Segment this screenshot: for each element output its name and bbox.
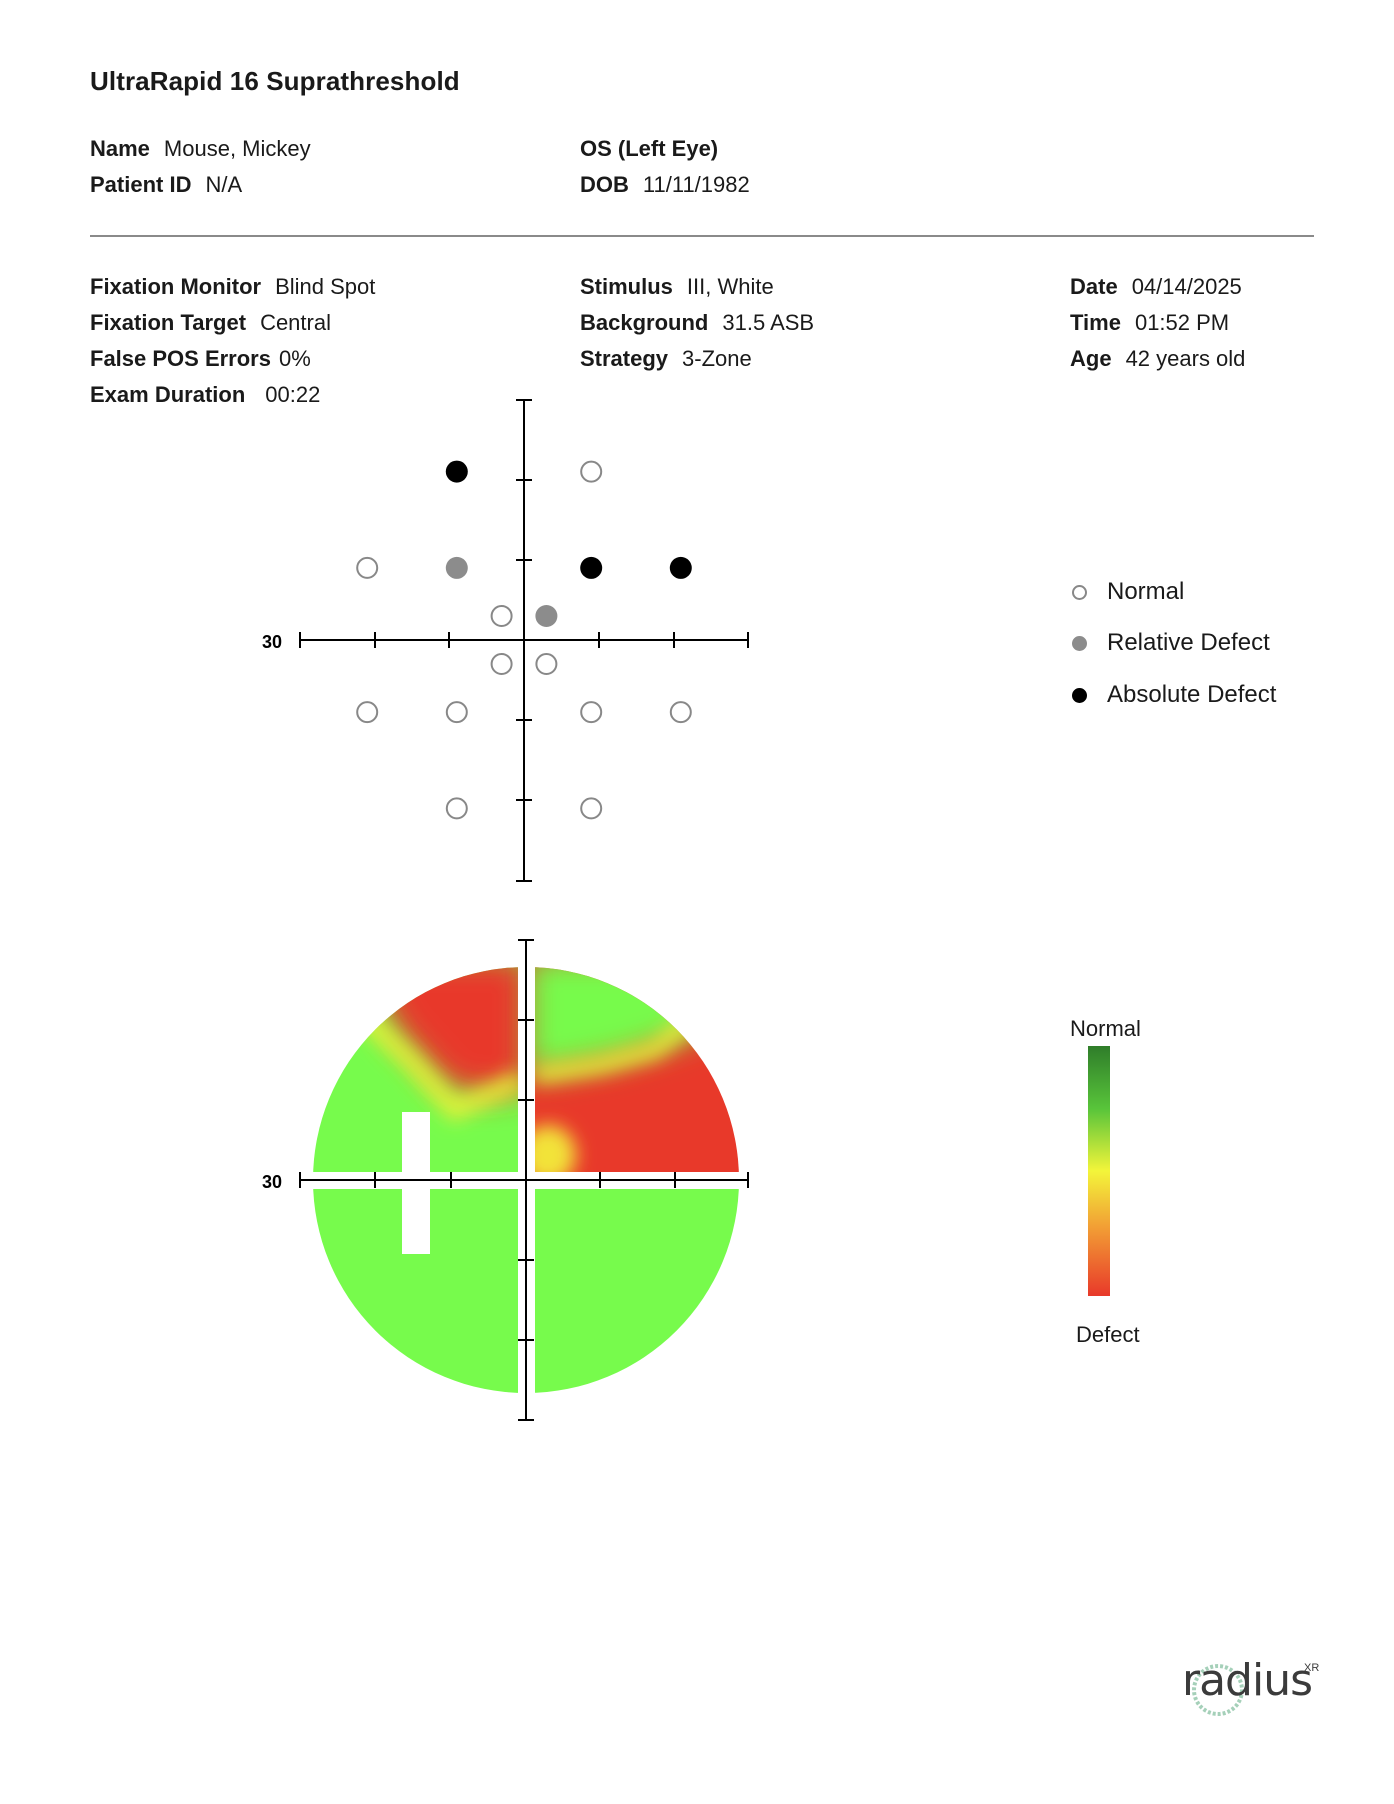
dot-point-normal [356,556,379,579]
fixation-target-field: Fixation Target Central [90,310,331,336]
dob-field: DOB 11/11/1982 [580,172,750,198]
legend-relative: Relative Defect [1072,629,1270,657]
dot-plot-axis-label: 30 [262,632,282,652]
eye-label: OS (Left Eye) [580,136,719,161]
date-value: 04/14/2025 [1131,274,1242,299]
stimulus-value: III, White [686,274,774,299]
dot-point-relative [535,605,558,627]
age-value: 42 years old [1125,346,1246,371]
patient-id-field: Patient ID N/A [90,172,242,198]
legend-relative-label: Relative Defect [1107,629,1270,656]
dot-point-normal [445,701,468,724]
heatmap [313,967,739,1393]
eye-field: OS (Left Eye) [580,136,718,162]
age-field: Age 42 years old [1070,346,1245,372]
patient-id-value: N/A [205,172,243,197]
legend-absolute-label: Absolute Defect [1107,681,1277,708]
dot-point-normal [356,701,379,724]
radius-logo-suffix: XR [1304,1662,1320,1674]
date-label: Date [1070,274,1118,299]
heatmap-axes [299,939,749,1421]
patient-id-label: Patient ID [90,172,192,197]
age-label: Age [1070,346,1112,371]
dot-plot-ticks [299,399,749,882]
dot-plot-points [356,460,692,820]
legend-normal-marker [1072,584,1087,600]
fixation-target-value: Central [260,310,331,335]
background-field: Background 31.5 ASB [580,310,814,336]
dot-point-normal [669,701,692,724]
strategy-field: Strategy 3-Zone [580,346,752,372]
patient-name-label: Name [90,136,150,161]
legend-absolute-marker [1072,687,1087,703]
background-value: 31.5 ASB [722,310,815,335]
strategy-value: 3-Zone [682,346,752,371]
heatmap-blind-spot [402,1112,430,1254]
patient-name-value: Mouse, Mickey [163,136,311,161]
dot-point-absolute [580,556,603,579]
false-pos-value: 0% [278,346,311,371]
dot-point-absolute [445,460,468,483]
background-label: Background [580,310,709,335]
dot-point-normal [580,460,603,483]
dot-point-normal [580,701,603,724]
dot-point-normal [445,797,468,820]
date-field: Date 04/14/2025 [1070,274,1242,300]
dob-value: 11/11/1982 [642,172,750,197]
strategy-label: Strategy [580,346,669,371]
fixation-monitor-label: Fixation Monitor [90,274,262,299]
scale-bottom-label: Defect [1076,1322,1140,1347]
dot-point-relative [445,556,468,579]
exam-duration-label: Exam Duration [90,382,246,407]
dot-point-normal [490,653,513,675]
exam-duration-value: 00:22 [265,382,321,407]
stimulus-field: Stimulus III, White [580,274,774,300]
legend-relative-marker [1072,635,1087,651]
fixation-target-label: Fixation Target [90,310,247,335]
color-scale-bar [1088,1046,1110,1296]
time-value: 01:52 PM [1134,310,1230,335]
dot-plot-axes [299,399,749,882]
legend-normal-label: Normal [1107,578,1185,605]
dob-label: DOB [580,172,629,197]
time-field: Time 01:52 PM [1070,310,1229,336]
time-label: Time [1070,310,1121,335]
heatmap-ticks [299,939,749,1421]
heatmap-quadrant-upper-right [535,967,739,1172]
report-title: UltraRapid 16 Suprathreshold [90,66,460,96]
heatmap-axis-label: 30 [262,1172,282,1192]
stimulus-label: Stimulus [580,274,673,299]
dot-point-normal [490,605,513,627]
dot-point-normal [580,797,603,820]
fixation-monitor-field: Fixation Monitor Blind Spot [90,274,375,300]
false-pos-label: False POS Errors [90,346,271,371]
exam-duration-field: Exam Duration 00:22 [90,382,320,408]
legend-normal: Normal [1072,578,1184,606]
scale-top-label: Normal [1070,1016,1141,1041]
false-pos-field: False POS Errors 0% [90,346,311,372]
dot-point-absolute [669,556,692,579]
fixation-monitor-value: Blind Spot [275,274,376,299]
radius-logo: radius [1182,1655,1313,1706]
heatmap-quadrant-lower-right [535,1189,739,1393]
dot-point-normal [535,653,558,675]
legend-absolute: Absolute Defect [1072,681,1276,709]
header-divider [90,235,1314,237]
patient-name-field: Name Mouse, Mickey [90,136,311,162]
